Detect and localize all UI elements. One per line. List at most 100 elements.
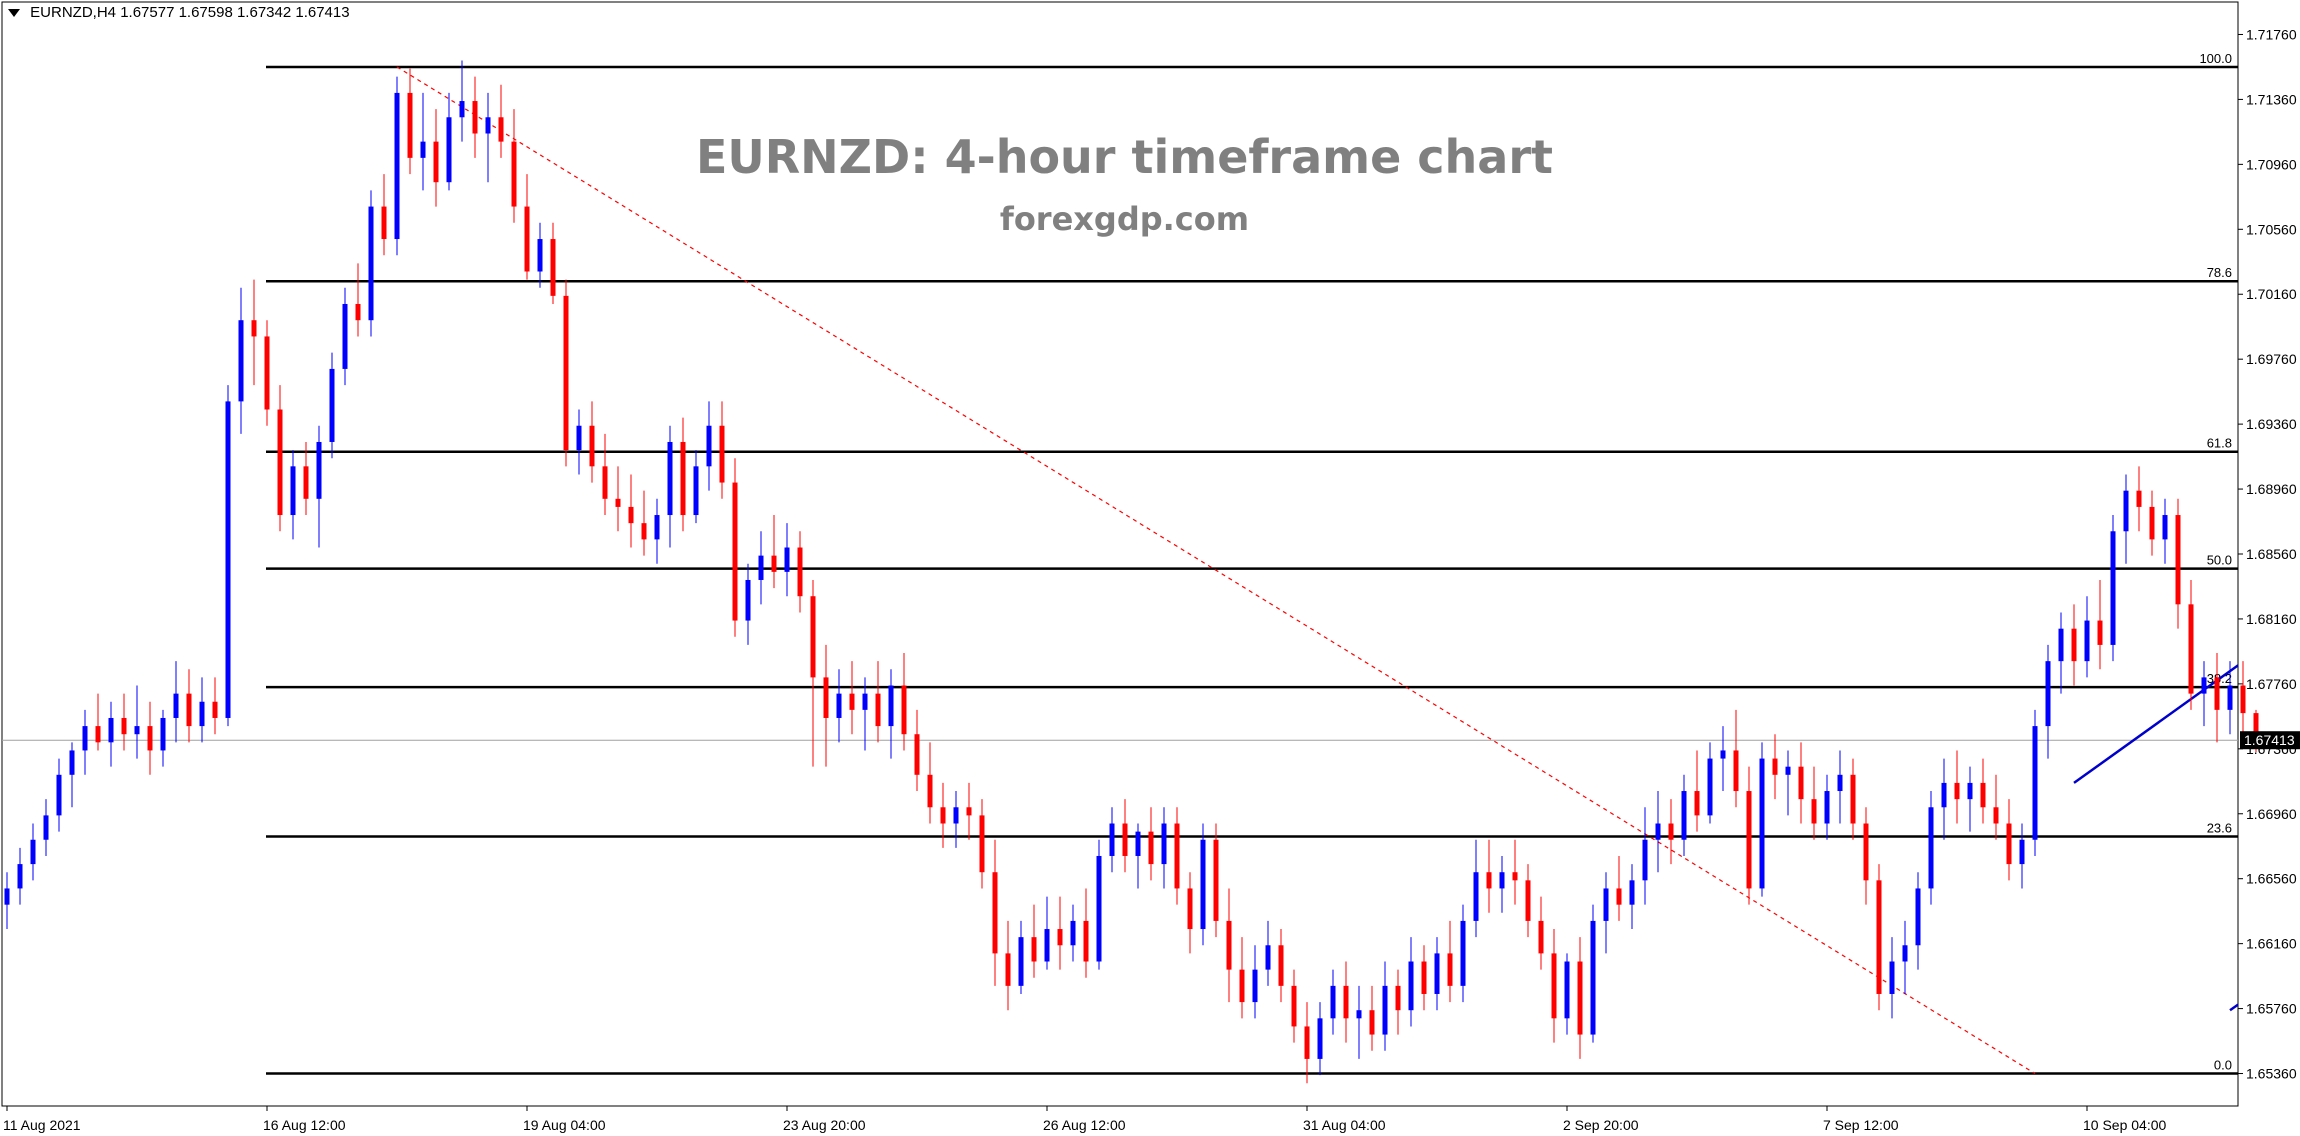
- x-tick-label: 19 Aug 04:00: [523, 1117, 606, 1133]
- candle-body: [1044, 929, 1050, 962]
- candle-body: [1018, 937, 1024, 986]
- candle-body: [940, 807, 946, 824]
- ohlc-values: 1.67577 1.67598 1.67342 1.67413: [120, 4, 350, 21]
- candle-body: [446, 117, 452, 183]
- candle-body: [212, 701, 218, 718]
- fib-trendline[interactable]: [396, 66, 2036, 1075]
- candle-body: [875, 693, 881, 727]
- candle-body: [1278, 945, 1284, 986]
- candle-body: [1850, 774, 1856, 824]
- candle-body: [1187, 888, 1193, 930]
- x-tick-label: 2 Sep 20:00: [1563, 1117, 1639, 1133]
- candle-body: [1889, 961, 1895, 994]
- candle-body: [2084, 620, 2090, 662]
- candle-body: [1525, 880, 1531, 921]
- candle-body: [1226, 920, 1232, 970]
- candle-body: [1993, 807, 1999, 824]
- candle-body: [381, 206, 387, 240]
- candle-body: [1356, 1010, 1362, 1019]
- fib-level-label: 100.0: [2199, 51, 2232, 66]
- y-tick-label: 1.69760: [2246, 351, 2297, 367]
- candle-body: [1824, 791, 1830, 824]
- candle-body: [1564, 961, 1570, 1019]
- y-tick-label: 1.66160: [2246, 936, 2297, 952]
- candle-body: [2110, 531, 2116, 645]
- candle-body: [1915, 888, 1921, 946]
- candle-body: [1096, 855, 1102, 962]
- x-tick-label: 10 Sep 04:00: [2083, 1117, 2167, 1133]
- candle-body: [1083, 920, 1089, 962]
- candle-body: [1070, 920, 1076, 946]
- channel-upper-line[interactable]: [2073, 664, 2239, 784]
- fib-level-label: 23.6: [2207, 820, 2232, 835]
- candle-body: [2019, 839, 2025, 865]
- candle-body: [797, 547, 803, 597]
- candle-body: [1577, 961, 1583, 1035]
- candle-body: [732, 482, 738, 621]
- candle-body: [2240, 685, 2246, 714]
- candle-body: [1707, 758, 1713, 816]
- watermark-subtitle: forexgdp.com: [999, 200, 1250, 238]
- candle-body: [914, 734, 920, 775]
- candle-body: [173, 693, 179, 718]
- candle-body: [498, 117, 504, 142]
- y-tick-label: 1.65360: [2246, 1066, 2297, 1082]
- candle-body: [1109, 823, 1115, 856]
- candle-body: [979, 815, 985, 873]
- candle-body: [888, 685, 894, 727]
- candle-body: [1317, 1018, 1323, 1059]
- candle-body: [1616, 888, 1622, 905]
- candle-body: [1590, 920, 1596, 1035]
- candle-body: [615, 498, 621, 507]
- candle-body: [823, 677, 829, 718]
- candle-body: [667, 441, 673, 516]
- candle-body: [2032, 726, 2038, 840]
- candle-body: [1980, 782, 1986, 808]
- candle-body: [1876, 880, 1882, 994]
- y-tick-label: 1.68960: [2246, 481, 2297, 497]
- candle-body: [563, 295, 569, 451]
- candle-body: [771, 555, 777, 572]
- candle-body: [2175, 515, 2181, 605]
- candle-body: [537, 239, 543, 272]
- candle-body: [1122, 823, 1128, 856]
- candle-body: [1967, 782, 1973, 800]
- candle-body: [680, 441, 686, 516]
- candle-body: [1603, 888, 1609, 921]
- y-tick-label: 1.70560: [2246, 221, 2297, 237]
- y-tick-label: 1.70160: [2246, 286, 2297, 302]
- candle-body: [1746, 791, 1752, 889]
- candle-body: [836, 693, 842, 718]
- x-tick-label: 26 Aug 12:00: [1043, 1117, 1126, 1133]
- candle-body: [693, 466, 699, 516]
- candle-body: [30, 839, 36, 865]
- candle-body: [290, 466, 296, 516]
- candle-body: [394, 92, 400, 240]
- candle-body: [1694, 791, 1700, 816]
- candle-body: [1408, 961, 1414, 1011]
- candle-body: [654, 515, 660, 540]
- candle-body: [2071, 628, 2077, 662]
- candle-body: [1421, 961, 1427, 994]
- candle-body: [433, 141, 439, 183]
- fib-level-label: 61.8: [2207, 436, 2232, 451]
- symbol-name: EURNZD,H4: [30, 4, 117, 21]
- candle-body: [2214, 677, 2220, 710]
- candle-body: [2162, 515, 2168, 540]
- candle-body: [17, 864, 23, 889]
- candle-body: [1200, 839, 1206, 930]
- candle-body: [745, 579, 751, 621]
- current-price-value: 1.67413: [2244, 732, 2295, 748]
- candle-body: [992, 872, 998, 954]
- channel-lower-line[interactable]: [2229, 1003, 2239, 1012]
- candle-body: [69, 750, 75, 775]
- symbol-menu-triangle-icon[interactable]: [8, 9, 20, 18]
- candle-body: [472, 101, 478, 134]
- candle-body: [420, 141, 426, 158]
- candle-body: [1148, 831, 1154, 865]
- candle-body: [1239, 969, 1245, 1003]
- candle-body: [576, 425, 582, 451]
- candle-body: [1174, 823, 1180, 889]
